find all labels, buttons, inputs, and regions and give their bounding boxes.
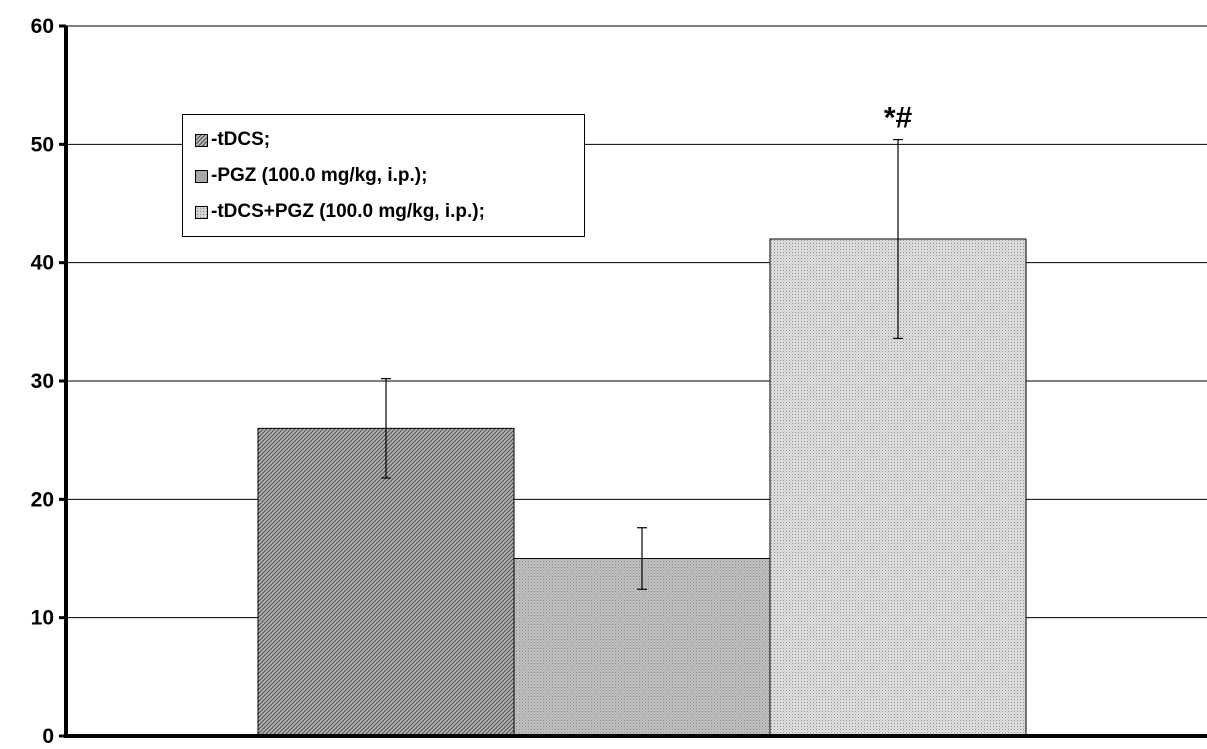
- axes: 0 10 20 30 40 50 60: [31, 15, 1207, 748]
- y-tick-label: 0: [42, 725, 54, 744]
- legend-swatch-tdcs-pgz: [195, 205, 208, 219]
- bars: [257, 238, 1027, 737]
- y-tick-label: 20: [31, 488, 54, 511]
- annotations: *#: [884, 102, 913, 135]
- legend-swatch-pgz: [195, 169, 208, 183]
- legend-label-pgz: -PGZ (100.0 mg/kg, i.p.);: [211, 165, 428, 186]
- y-tick-label: 40: [31, 252, 54, 275]
- legend: -tDCS; -PGZ (100.0 mg/kg, i.p.); -tDCS+P…: [182, 114, 585, 237]
- error-bars: [381, 139, 903, 590]
- legend-item-pgz: -PGZ (100.0 mg/kg, i.p.);: [195, 158, 584, 194]
- y-tick-label: 50: [31, 133, 54, 156]
- bar-0: [257, 427, 515, 737]
- legend-item-tdcs-pgz: -tDCS+PGZ (100.0 mg/kg, i.p.);: [195, 194, 584, 230]
- y-tick-label: 10: [31, 607, 54, 630]
- y-tick-label: 60: [31, 15, 54, 38]
- legend-item-tdcs: -tDCS;: [195, 122, 584, 158]
- legend-swatch-tdcs: [195, 133, 208, 147]
- legend-label-tdcs: -tDCS;: [211, 129, 271, 150]
- significance-annotation: *#: [884, 102, 913, 135]
- legend-label-tdcs-pgz: -tDCS+PGZ (100.0 mg/kg, i.p.);: [211, 201, 485, 222]
- y-tick-label: 30: [31, 370, 54, 393]
